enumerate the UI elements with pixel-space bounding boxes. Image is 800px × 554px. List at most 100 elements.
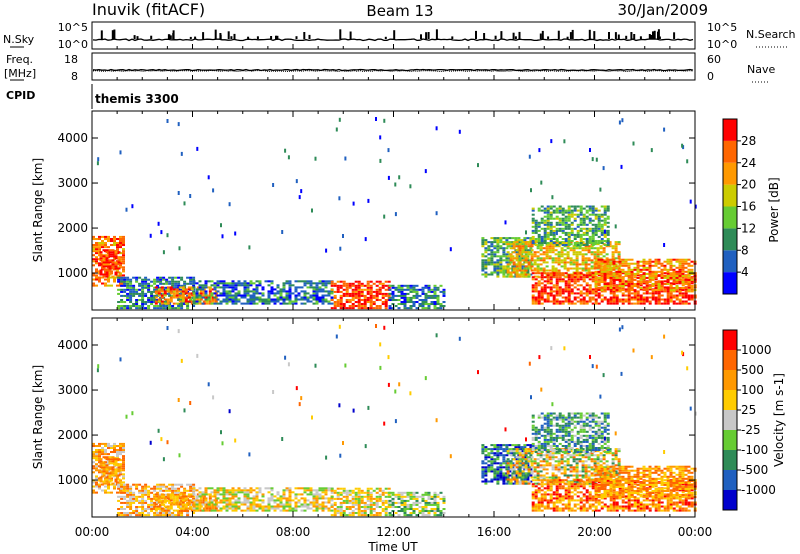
power-cell [496, 247, 500, 250]
velocity-cell [378, 497, 382, 500]
power-cell [579, 298, 583, 301]
velocity-cell [388, 491, 392, 494]
power-cell [564, 280, 568, 283]
power-cell [540, 298, 544, 301]
velocity-cell [101, 453, 104, 456]
power-cell [585, 300, 589, 303]
velocity-cell [92, 455, 95, 458]
power-cell [493, 245, 497, 248]
power-cell [518, 261, 522, 264]
power-cell [381, 282, 385, 285]
nsearch-tick-bottom: 10^0 [707, 38, 737, 51]
power-cell [599, 251, 603, 254]
power-cell [537, 229, 541, 232]
power-cell [195, 292, 199, 295]
power-cell [648, 285, 652, 288]
power-cell [435, 126, 438, 131]
power-cell [621, 289, 625, 292]
velocity-cell [339, 512, 343, 515]
velocity-cell [261, 495, 265, 498]
velocity-cell [192, 512, 196, 515]
power-cell [594, 258, 598, 261]
velocity-cell [108, 462, 112, 465]
power-cell [609, 278, 613, 281]
power-cell [579, 294, 583, 297]
power-cell [608, 261, 612, 264]
velocity-cell [339, 510, 343, 513]
power-cell [104, 284, 107, 287]
power-cell [624, 294, 628, 297]
power-cell [418, 294, 422, 297]
power-cell [111, 255, 115, 258]
velocity-cell [171, 487, 175, 490]
power-cell [657, 302, 661, 305]
power-cell [546, 272, 550, 275]
power-cell [147, 301, 151, 304]
velocity-cell [213, 493, 217, 496]
velocity-cell [249, 491, 253, 494]
velocity-cell [119, 481, 122, 484]
power-cell [144, 276, 148, 279]
power-cell [499, 267, 503, 270]
power-cell [360, 290, 364, 293]
power-cell [594, 240, 598, 243]
power-cell [153, 286, 157, 289]
power-cell [675, 272, 679, 275]
power-cell [597, 296, 601, 299]
power-cell [505, 275, 509, 278]
velocity-cell [391, 493, 395, 496]
power-cell [540, 296, 544, 299]
power-cell [225, 294, 229, 297]
power-cell [412, 303, 416, 306]
power-cell [534, 282, 538, 285]
velocity-cell [366, 506, 370, 509]
power-cell [92, 260, 95, 263]
velocity-cell [162, 514, 166, 517]
power-cell [630, 296, 634, 299]
velocity-cell [270, 493, 274, 496]
velocity-cell [297, 493, 301, 496]
velocity-cell [306, 487, 310, 490]
velocity-cell [95, 451, 98, 454]
velocity-cell [282, 503, 286, 506]
freq-tick-top: 18 [64, 53, 78, 66]
velocity-cell [101, 451, 104, 454]
power-cell [315, 282, 319, 285]
power-cell [379, 158, 382, 163]
power-cell [603, 278, 607, 281]
velocity-cell [384, 508, 388, 511]
power-cell [606, 302, 610, 305]
velocity-cell [222, 501, 226, 504]
power-cell [554, 249, 558, 252]
power-cell [609, 287, 613, 290]
power-cell [540, 290, 544, 293]
power-cell [315, 302, 319, 305]
power-cell [591, 276, 595, 279]
power-cell [606, 233, 610, 236]
power-cell [672, 289, 676, 292]
velocity-cell [187, 495, 191, 498]
power-cell [484, 255, 488, 258]
power-cell [427, 307, 431, 310]
power-cell [288, 300, 292, 303]
power-cell [418, 305, 422, 308]
power-cell [391, 294, 395, 297]
power-cell [651, 278, 655, 281]
power-cell [113, 242, 116, 245]
velocity-cell [381, 501, 385, 504]
velocity-cell [199, 499, 203, 502]
velocity-cell [159, 483, 163, 486]
power-cell [339, 305, 343, 308]
power-cell [672, 270, 676, 273]
power-cell [406, 292, 410, 295]
power-cell [190, 286, 194, 289]
power-cell [273, 298, 277, 301]
power-cell [569, 249, 573, 252]
power-cell [351, 290, 355, 293]
power-cell [669, 296, 673, 299]
velocity-cell [315, 505, 319, 508]
power-cell [162, 305, 166, 308]
power-cell [192, 276, 196, 279]
velocity-cell [165, 495, 169, 498]
power-cell [603, 260, 607, 263]
